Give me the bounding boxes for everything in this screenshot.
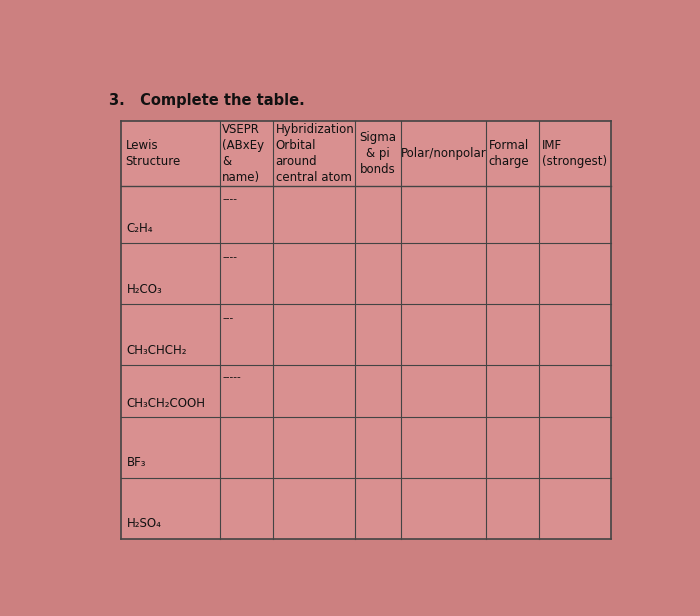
Text: BF₃: BF₃	[127, 456, 146, 469]
Text: C₂H₄: C₂H₄	[127, 222, 153, 235]
Bar	[121, 304, 611, 365]
Text: 3.   Complete the table.: 3. Complete the table.	[109, 93, 305, 108]
Bar	[121, 186, 611, 243]
Text: ---: ---	[223, 313, 234, 323]
Bar	[121, 416, 611, 477]
Bar	[121, 243, 611, 304]
Text: CH₃CH₂COOH: CH₃CH₂COOH	[127, 397, 206, 410]
Text: Sigma
& pi
bonds: Sigma & pi bonds	[360, 131, 397, 176]
Text: CH₃CHCH₂: CH₃CHCH₂	[127, 344, 187, 357]
Bar	[121, 365, 611, 416]
Text: Formal
charge: Formal charge	[489, 139, 529, 168]
Text: ----: ----	[223, 193, 237, 204]
Text: Lewis
Structure: Lewis Structure	[125, 139, 181, 168]
Text: H₂SO₄: H₂SO₄	[127, 517, 162, 530]
Text: ----: ----	[223, 251, 237, 262]
Bar	[121, 477, 611, 539]
Text: Hybridization
Orbital
around
central atom: Hybridization Orbital around central ato…	[276, 123, 354, 184]
Text: Polar/nonpolar: Polar/nonpolar	[400, 147, 486, 160]
Text: VSEPR
(ABxEy
&
name): VSEPR (ABxEy & name)	[223, 123, 265, 184]
Text: H₂CO₃: H₂CO₃	[127, 283, 162, 296]
Text: IMF
(strongest): IMF (strongest)	[542, 139, 607, 168]
Bar	[121, 121, 611, 186]
Text: -----: -----	[223, 371, 241, 382]
